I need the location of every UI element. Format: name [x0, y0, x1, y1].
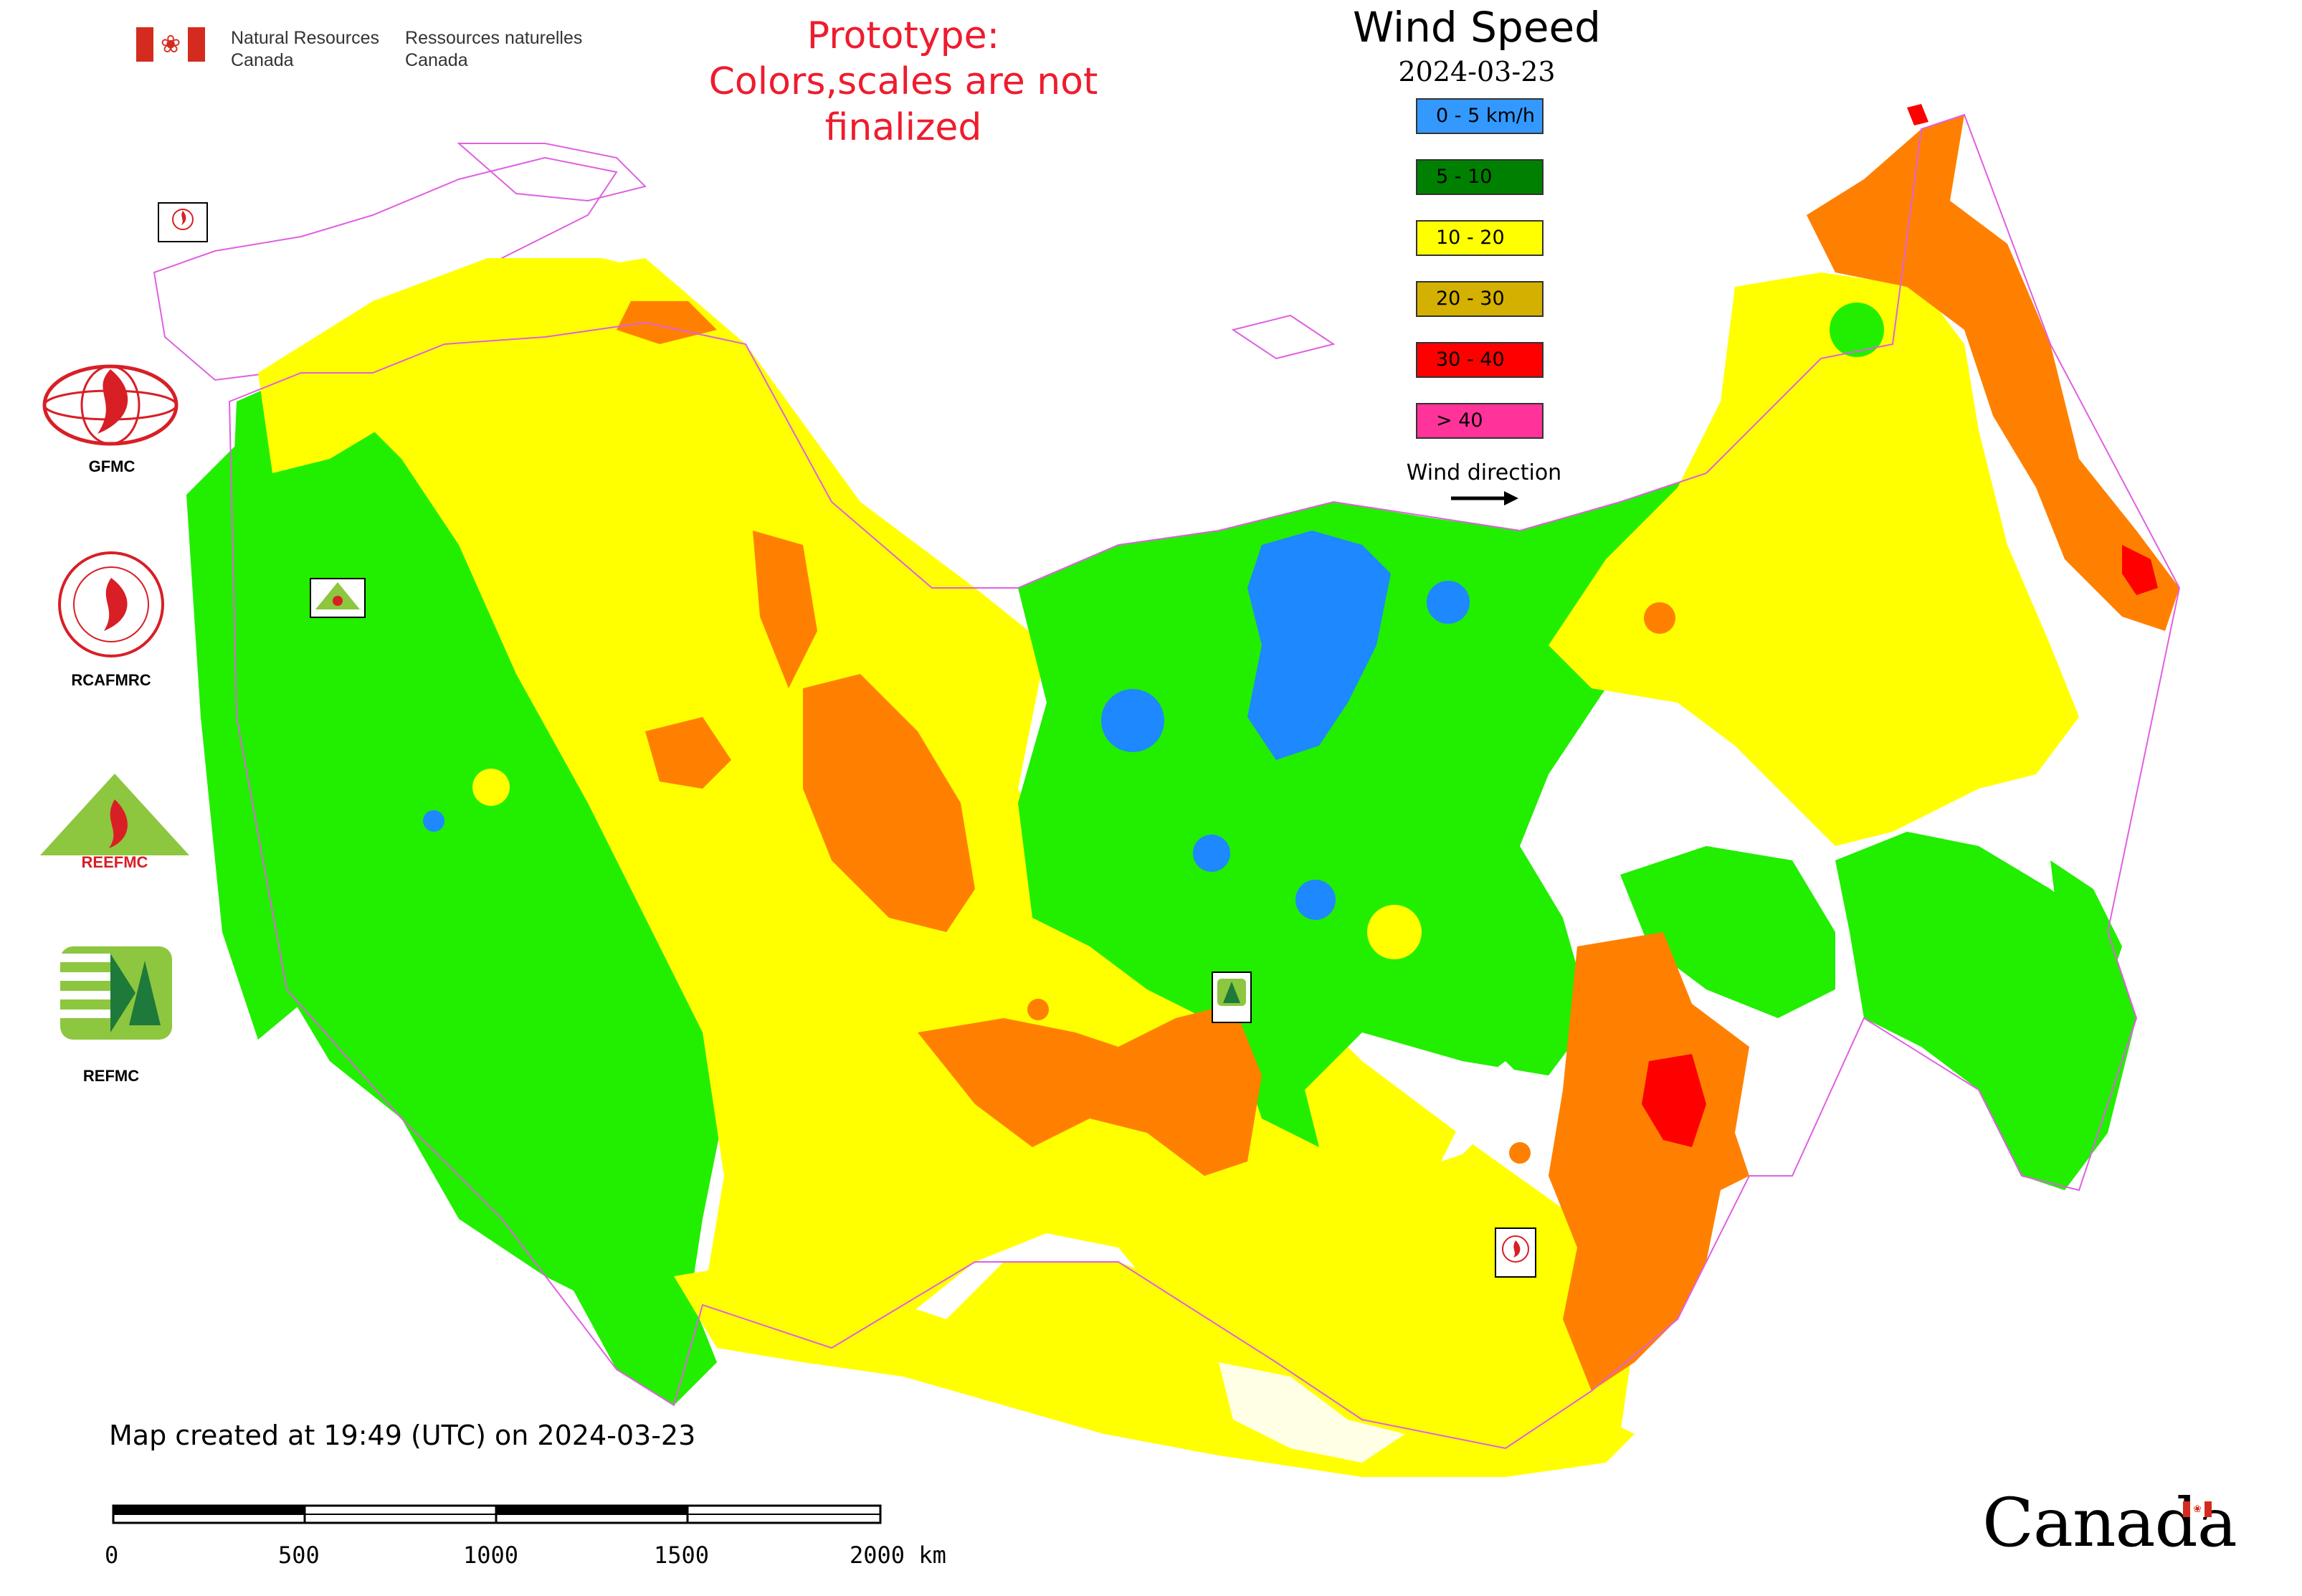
map-created-note: Map created at 19:49 (UTC) on 2024-03-23	[109, 1420, 696, 1451]
region-orange-south-central	[918, 1004, 1262, 1176]
region-yellow-south	[674, 1262, 1635, 1477]
seal-flame-icon	[58, 551, 164, 657]
region-orange-north	[617, 301, 717, 344]
wind-direction-label: Wind direction	[1406, 460, 1562, 485]
scale-tick-label: 1500	[654, 1542, 710, 1569]
canada-flag-icon: ❀	[136, 27, 205, 62]
prototype-notice: Prototype: Colors,scales are not finaliz…	[708, 14, 1098, 149]
arctic-islands-outline	[457, 143, 1336, 360]
green-spot-1	[1830, 303, 1884, 357]
yellow-spot-1	[472, 769, 510, 806]
department-name-en: Natural Resources Canada	[231, 28, 380, 70]
scandinavia-outline	[153, 156, 618, 381]
map-date: 2024-03-23	[1398, 56, 1556, 87]
wind-speed-legend: 0 - 5 km/h 5 - 10 10 - 20 20 - 30 30 - 4…	[1416, 98, 1544, 464]
logo-label-refmc: REFMC	[82, 1067, 140, 1085]
legend-item: 0 - 5 km/h	[1416, 98, 1544, 134]
orange-spot-3	[1027, 999, 1049, 1020]
region-green-southeast	[1620, 846, 1835, 1018]
legend-item: 20 - 30	[1416, 281, 1544, 317]
region-red-east-siberia	[1642, 1054, 1706, 1147]
scale-tick-label: 500	[278, 1542, 320, 1569]
scale-tick-label: 2000 km	[850, 1542, 946, 1569]
yellow-spot-2	[1367, 905, 1422, 959]
legend-item: 5 - 10	[1416, 159, 1544, 195]
lake-baikal	[1441, 1061, 1520, 1162]
region-orange-baikal-east	[1549, 932, 1749, 1391]
orange-spot-1	[1644, 602, 1675, 634]
region-orange-ural	[753, 531, 817, 688]
blue-spot-3	[1193, 835, 1230, 872]
region-yellow-main	[344, 258, 1635, 1448]
region-green-far-east	[1835, 832, 2136, 1190]
region-blue-taimyr	[1247, 531, 1391, 760]
orange-spot-2	[1509, 1142, 1531, 1164]
refmc-map-marker-icon	[1212, 972, 1252, 1023]
blue-spot-1	[1101, 689, 1164, 752]
region-orange-west-sib	[803, 674, 975, 932]
country-boundary	[228, 113, 2181, 1450]
blue-spot-5	[423, 810, 444, 832]
blue-spot-2	[1427, 581, 1470, 624]
canada-wordmark: Canada	[1982, 1484, 2237, 1562]
reefmc-map-marker-icon	[310, 578, 366, 618]
canada-wordmark-flag-icon: ❀	[2183, 1501, 2212, 1517]
region-green-sakhalin	[2050, 860, 2122, 989]
map-title: Wind Speed	[1352, 3, 1602, 52]
region-orange-northeast	[1807, 115, 2179, 631]
scale-bar	[112, 1504, 882, 1524]
sigma-tree-icon	[60, 946, 172, 1040]
svg-text:REEFMC: REEFMC	[82, 853, 148, 871]
region-red-kamchatka	[2122, 545, 2158, 595]
blue-spot-4	[1295, 880, 1336, 920]
triangle-flame-icon: REEFMC	[40, 774, 189, 871]
rcafmrc-map-marker-icon	[1495, 1227, 1536, 1278]
white-south-blotch	[1219, 1362, 1405, 1463]
region-orange-small-west	[645, 717, 731, 789]
region-green-southwest	[416, 1025, 717, 1405]
legend-item: 30 - 40	[1416, 342, 1544, 378]
logo-label-rcafmrc: RCAFMRC	[71, 671, 151, 689]
flame-globe-icon	[42, 364, 179, 446]
goc-signature: ❀ Natural Resources Canada Ressources na…	[136, 27, 582, 72]
region-yellow-east	[1549, 272, 2079, 846]
gfmc-small-map-logo	[158, 202, 208, 242]
legend-item: > 40	[1416, 403, 1544, 439]
region-yellow-north-band	[258, 258, 660, 473]
legend-item: 10 - 20	[1416, 220, 1544, 256]
wind-direction-arrow-icon	[1451, 491, 1518, 505]
logo-label-gfmc: GFMC	[88, 457, 135, 475]
region-green-west2	[186, 445, 337, 1040]
department-name-fr: Ressources naturelles Canada	[405, 28, 583, 70]
scale-tick-label: 1000	[463, 1542, 519, 1569]
region-red-chukotka	[1907, 104, 1928, 125]
scale-tick-label: 0	[105, 1542, 119, 1569]
